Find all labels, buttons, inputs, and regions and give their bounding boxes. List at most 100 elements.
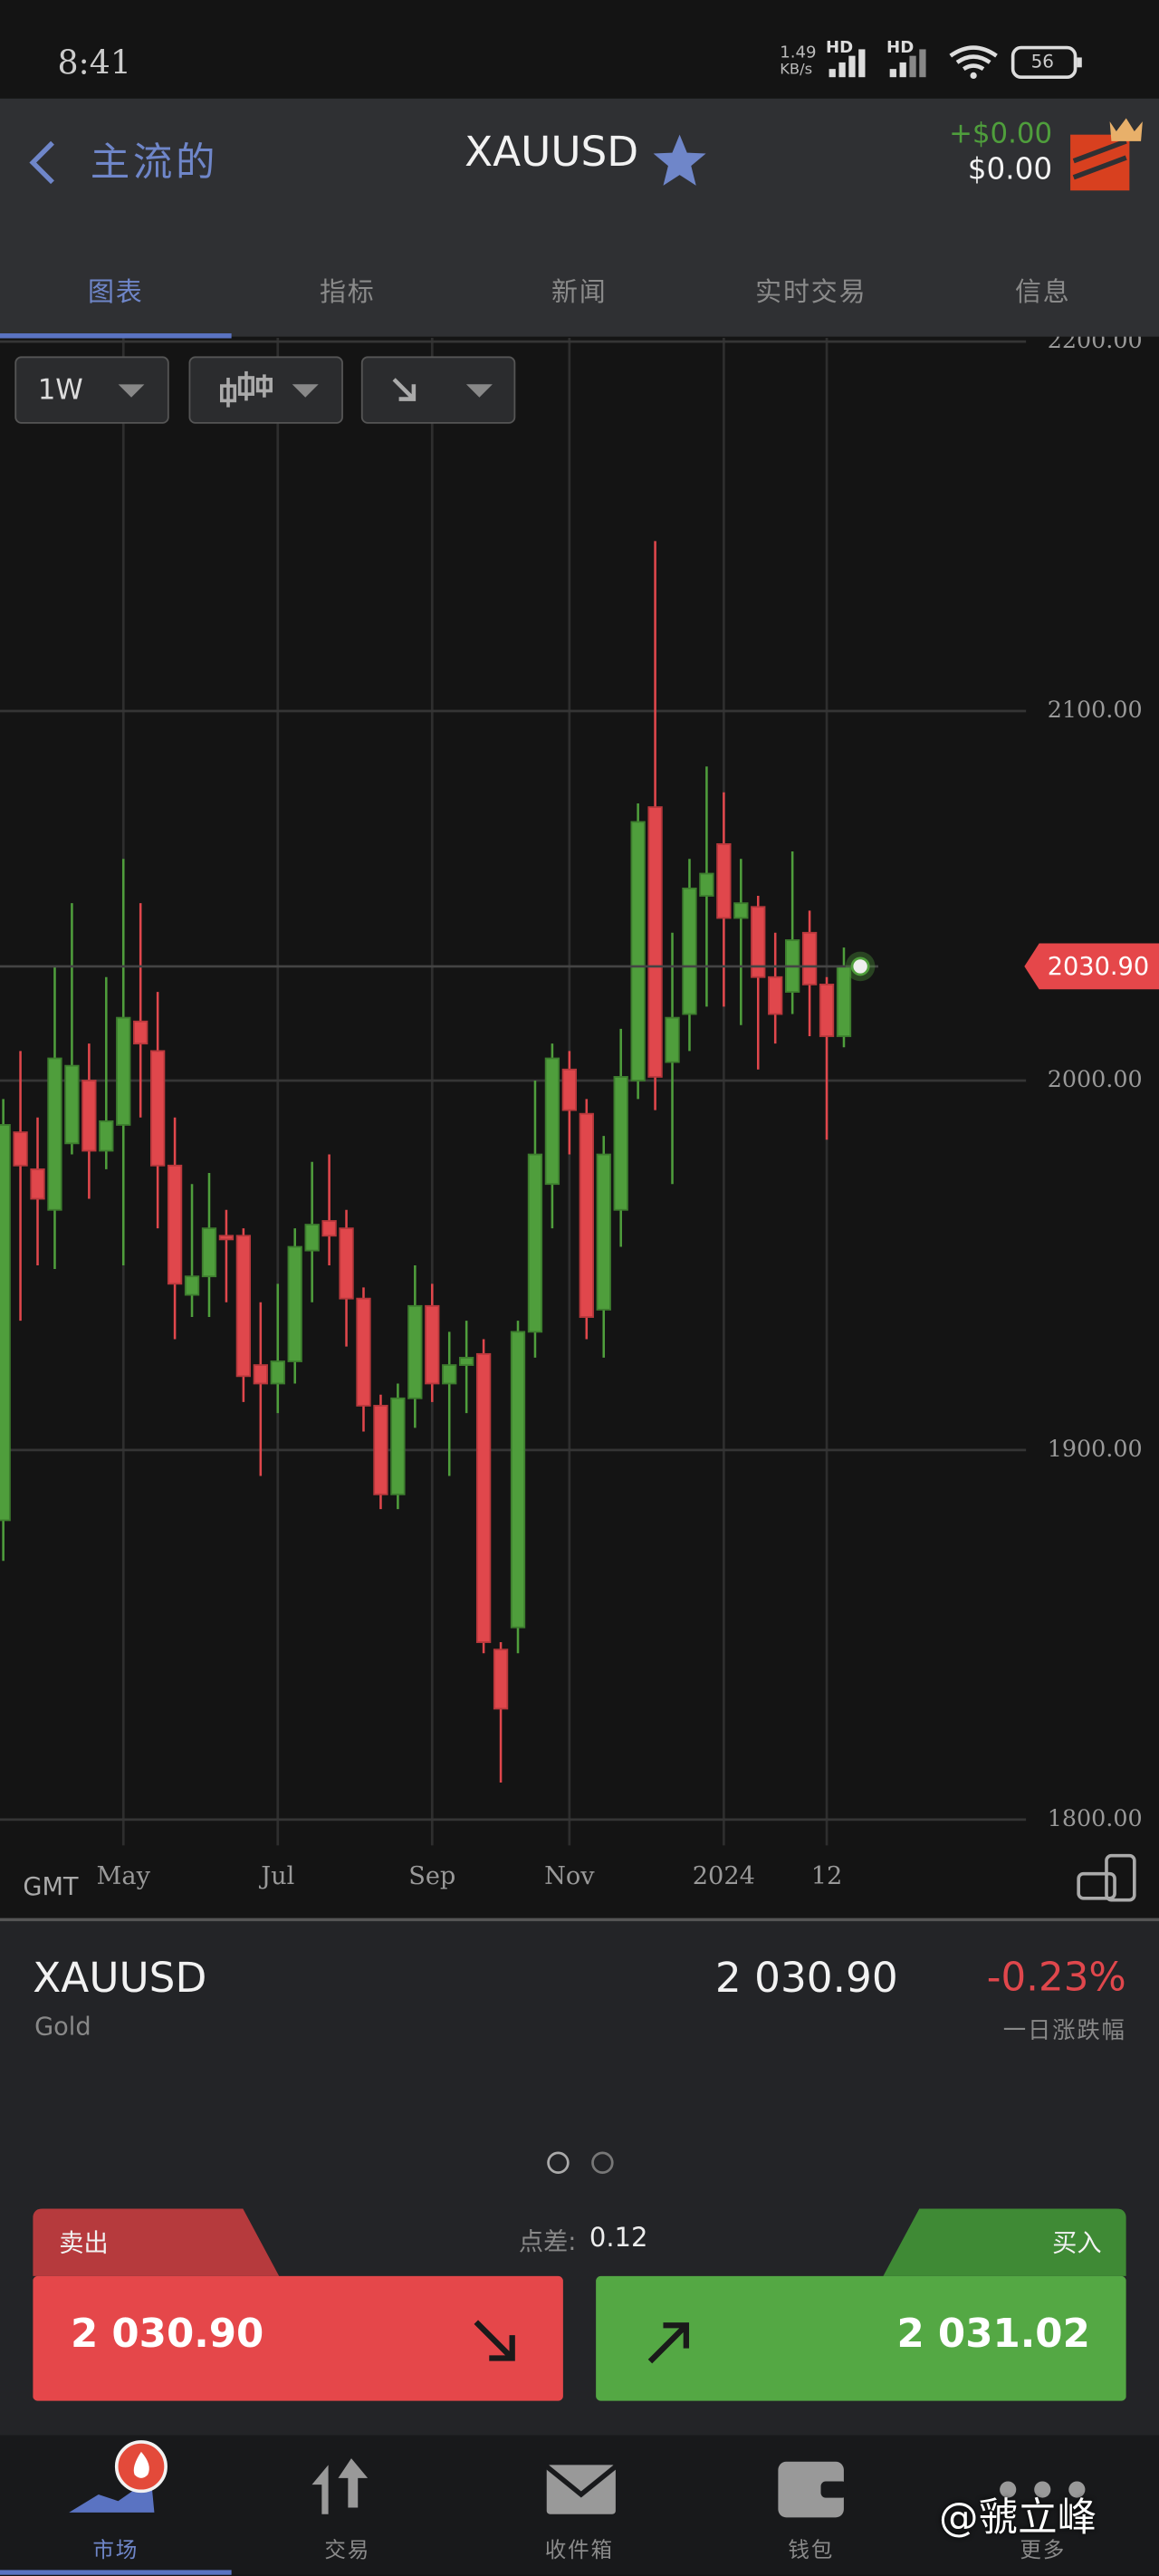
bottom-nav: 市场 交易 收件箱 钱包 更多 @虢立峰 [0, 2435, 1159, 2575]
sell-price[interactable]: 2 030.90 [70, 2310, 264, 2357]
candle-icon [219, 370, 319, 408]
change-label: 一日涨跌幅 [1002, 2018, 1126, 2045]
candle-body [613, 1075, 628, 1211]
back-label[interactable]: 主流的 [90, 139, 219, 186]
rotate-icon[interactable] [1074, 1852, 1143, 1905]
timezone: GMT [23, 1871, 79, 1902]
candle-body [13, 1131, 28, 1167]
candle-body [47, 1057, 62, 1211]
chart-type-select[interactable] [188, 356, 343, 424]
x-tick-label: Sep [408, 1862, 455, 1890]
quote-symbol: XAUUSD [33, 1954, 207, 2003]
y-tick-label: 2100.00 [1048, 696, 1143, 723]
candle-body [475, 1352, 492, 1643]
clock: 8:41 [57, 43, 131, 82]
candle-body [425, 1304, 440, 1385]
tab[interactable]: 实时交易 [755, 275, 867, 308]
tab[interactable]: 信息 [1014, 275, 1071, 308]
candle-body [0, 1124, 11, 1522]
candle-body [304, 1224, 320, 1252]
candle-body [819, 984, 835, 1037]
y-tick-label: 2000.00 [1048, 1065, 1143, 1092]
back-icon[interactable] [23, 138, 62, 187]
divider [0, 1918, 1159, 1922]
net-speed: 1.49 [780, 43, 817, 62]
caret [118, 384, 145, 398]
candle-body [356, 1297, 371, 1407]
balance: $0.00 [967, 152, 1053, 187]
spread-label: 点差: [518, 2226, 577, 2257]
timeframe-select[interactable]: 1W [14, 356, 169, 424]
candle-body [768, 976, 783, 1015]
candle-body [218, 1235, 235, 1241]
y-tick-label: 1900.00 [1048, 1435, 1143, 1462]
x-tick-label: May [97, 1862, 151, 1890]
nav-item[interactable]: 钱包 [788, 2538, 835, 2564]
nav-item[interactable]: 交易 [324, 2538, 371, 2564]
nav-item[interactable]: 更多 [1020, 2538, 1067, 2564]
candle-body [184, 1275, 200, 1296]
tab[interactable]: 图表 [87, 275, 144, 308]
candle-body [149, 1050, 166, 1167]
candle-body [442, 1364, 457, 1385]
candle-body [561, 1068, 578, 1111]
candle-body [647, 806, 663, 1078]
nav-item[interactable]: 收件箱 [544, 2538, 614, 2564]
tab[interactable]: 新闻 [551, 275, 608, 308]
hd-label: HD [825, 39, 854, 58]
net-unit: KB/s [780, 62, 813, 80]
candle-body [407, 1304, 423, 1399]
price-chart: May Jul Sep Nov 2024 12 1800.00 1900.00 2000.00 2… [0, 326, 1159, 1890]
x-tick-label: 12 [811, 1862, 843, 1890]
candle-body [287, 1245, 302, 1362]
quote-panel: XAUUSD Gold 2 030.90 -0.23% 一日涨跌幅 卖出 买入 … [0, 1921, 1159, 2436]
buy-label: 买入 [1052, 2228, 1102, 2258]
hd-label: HD [886, 39, 915, 58]
candle-body [510, 1331, 526, 1629]
x-tick-label: 2024 [693, 1862, 755, 1890]
candle-body [751, 906, 766, 978]
arrow-icon [392, 378, 493, 401]
x-tick-label: Nov [544, 1862, 595, 1890]
account-icon[interactable] [1067, 115, 1149, 194]
candle-body [459, 1357, 474, 1366]
candle-body [270, 1360, 285, 1385]
favorite-star[interactable] [650, 131, 709, 190]
candle-body [733, 902, 749, 919]
nav-item[interactable]: 市场 [92, 2538, 139, 2564]
pnl: +$0.00 [949, 118, 1053, 151]
candle-body [544, 1057, 560, 1186]
tab-indicator [0, 333, 232, 339]
candle-body [665, 1016, 680, 1063]
trade-shapes [33, 2208, 1126, 2401]
x-tick-label: Jul [258, 1862, 294, 1890]
candle-body [801, 931, 818, 985]
last-price-tag [1024, 943, 1159, 990]
battery-level: 56 [1030, 51, 1054, 72]
candle-body [836, 966, 852, 1037]
buy-arrow [647, 2322, 690, 2364]
candle-body [321, 1220, 337, 1237]
candle-body [253, 1364, 268, 1385]
last-price-dot [850, 956, 870, 976]
candle-body [373, 1405, 388, 1495]
buy-price[interactable]: 2 031.02 [896, 2310, 1090, 2357]
watermark: @虢立峰 [939, 2494, 1097, 2541]
drawing-tool-select[interactable] [360, 356, 516, 424]
header: 主流的 XAUUSD +$0.00 $0.00 图表 指标 新闻 实时交易 信息 [0, 98, 1159, 339]
candle-body [64, 1064, 80, 1145]
tab[interactable]: 指标 [319, 275, 376, 308]
timeframe: 1W [37, 374, 83, 408]
nav-icons [69, 2440, 1086, 2518]
candle-body [596, 1153, 611, 1311]
y-tick-label: 1800.00 [1048, 1804, 1143, 1831]
sell-arrow [474, 2320, 515, 2361]
status-bar: 8:41 1.49 KB/s HD HD 56 [0, 0, 1159, 99]
candle-body [493, 1648, 509, 1710]
candle-body [579, 1112, 594, 1318]
candle-body [167, 1164, 183, 1285]
candle-body [133, 1020, 148, 1045]
quote-price: 2 030.90 [714, 1954, 898, 2003]
